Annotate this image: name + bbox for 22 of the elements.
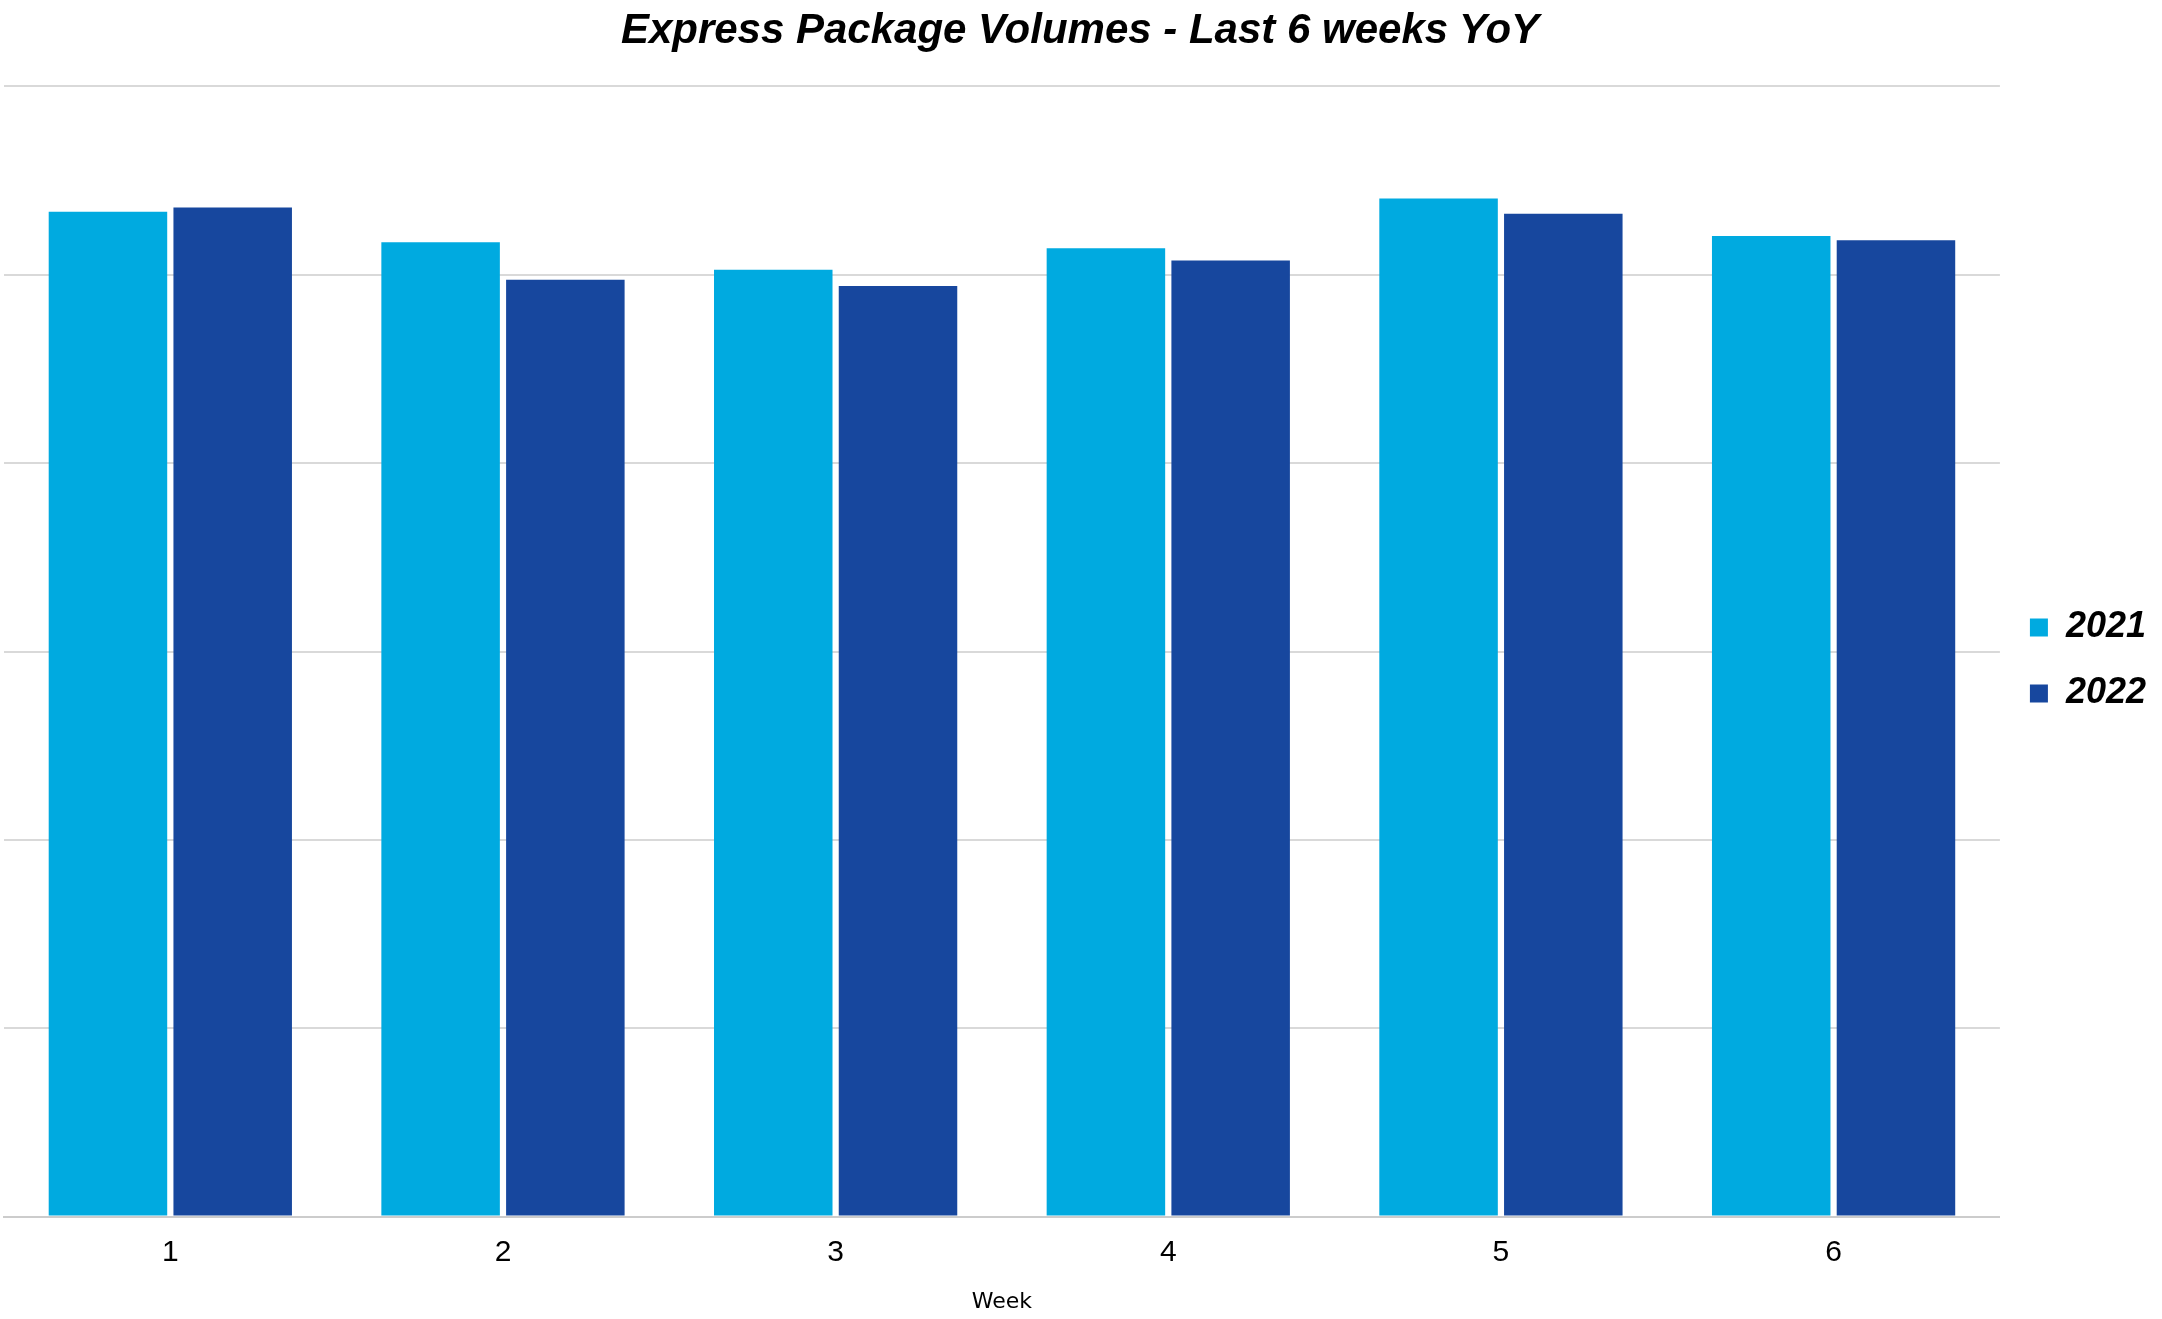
bar xyxy=(714,269,833,1216)
x-tick-label: 1 xyxy=(161,1233,179,1267)
x-tick-label: 6 xyxy=(1825,1233,1842,1267)
bar xyxy=(1171,260,1290,1216)
bar xyxy=(506,279,625,1216)
x-tick-label: 2 xyxy=(494,1233,512,1267)
bar xyxy=(838,285,958,1216)
bar xyxy=(48,211,168,1216)
bar xyxy=(1379,198,1498,1216)
bar xyxy=(1504,213,1623,1216)
legend-label: 2022 xyxy=(2064,670,2147,712)
bar xyxy=(1711,236,1831,1216)
x-tick-label: 5 xyxy=(1492,1233,1510,1267)
bar xyxy=(381,242,500,1216)
bar xyxy=(173,207,292,1216)
x-tick-label: 3 xyxy=(827,1233,844,1267)
bar xyxy=(1046,248,1166,1216)
legend-label: 2021 xyxy=(2064,604,2147,646)
chart-title: Express Package Volumes - Last 6 weeks YoY xyxy=(620,4,1544,52)
x-tick-label: 4 xyxy=(1159,1233,1177,1267)
x-axis-title: Week xyxy=(971,1287,1033,1313)
bar xyxy=(1836,240,1956,1216)
